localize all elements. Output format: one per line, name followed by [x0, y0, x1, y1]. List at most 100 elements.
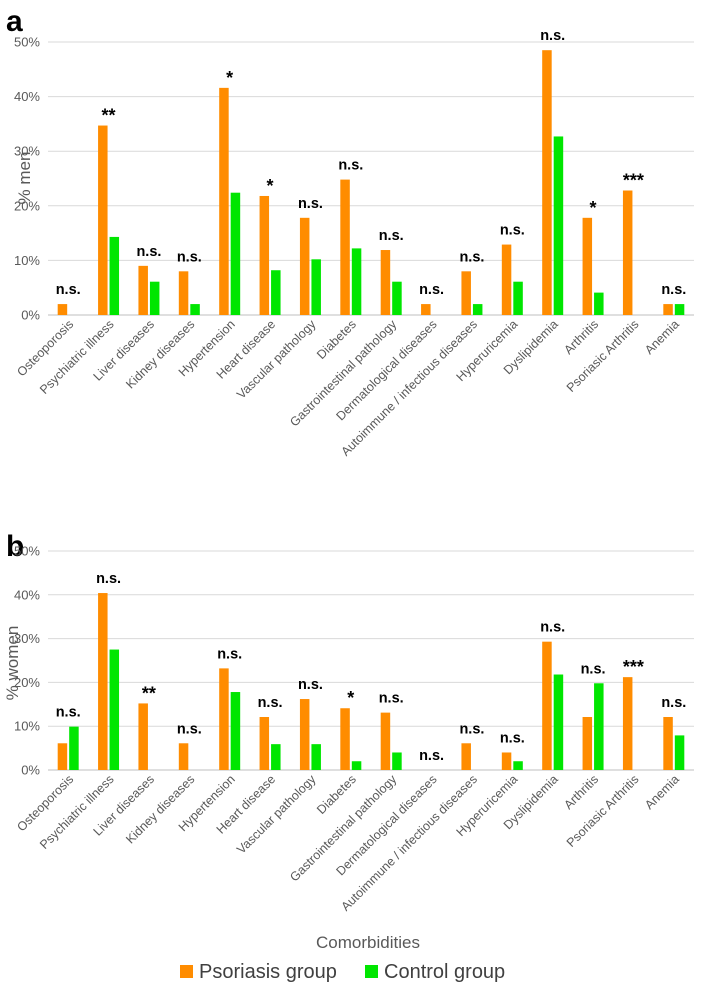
x-tick-label: Anemia [642, 317, 682, 357]
significance-label: *** [623, 171, 644, 191]
bar-control [392, 752, 402, 770]
significance-label: n.s. [500, 223, 525, 239]
bar-psoriasis [542, 641, 552, 770]
y-tick-label: 0% [21, 308, 40, 323]
bar-psoriasis [178, 271, 189, 315]
significance-label: n.s. [459, 249, 484, 265]
significance-label: ** [102, 106, 116, 126]
bar-control [69, 726, 79, 770]
bar-psoriasis [340, 708, 350, 770]
x-tick-label: Vascular pathology [234, 772, 319, 857]
chart-panel-women: 0%10%20%30%40%50%n.s.Osteoporosisn.s.Psy… [14, 544, 694, 914]
y-tick-label: 30% [14, 144, 40, 159]
bar-psoriasis [299, 699, 310, 770]
legend-label-psoriasis: Psoriasis group [199, 961, 337, 983]
y-tick-label: 10% [14, 253, 40, 268]
panel-label: a [6, 5, 23, 38]
x-tick-label: Psychiatric illness [37, 317, 117, 397]
bar-control [553, 674, 564, 770]
bar-control [553, 136, 564, 315]
significance-label: n.s. [500, 730, 525, 746]
bar-psoriasis [421, 304, 431, 315]
legend-swatch-control [365, 965, 378, 978]
bar-psoriasis [98, 593, 108, 770]
x-tick-label: Kidney diseases [123, 772, 197, 846]
y-tick-label: 10% [14, 719, 40, 734]
significance-label: n.s. [379, 228, 404, 244]
significance-label: ** [142, 683, 156, 703]
bar-psoriasis [582, 217, 593, 315]
significance-label: n.s. [298, 677, 323, 693]
bar-psoriasis [501, 752, 512, 770]
bar-control [311, 744, 321, 770]
legend: Psoriasis group Control group [180, 961, 505, 983]
bar-psoriasis [259, 195, 270, 315]
bar-control [230, 192, 241, 315]
significance-label: n.s. [419, 748, 444, 764]
y-tick-label: 20% [14, 675, 40, 690]
bar-control [109, 236, 120, 315]
chart-panel-men: 0%10%20%30%40%50%n.s.Osteoporosis**Psych… [14, 28, 694, 459]
y-tick-label: 40% [14, 89, 40, 104]
significance-label: * [347, 688, 354, 708]
bar-psoriasis [663, 717, 673, 770]
significance-label: n.s. [379, 691, 404, 707]
significance-label: n.s. [177, 721, 202, 737]
bar-control [311, 259, 321, 315]
y-tick-label: 50% [14, 544, 40, 559]
x-tick-label: Psoriasic Arthritis [564, 317, 642, 395]
significance-label: n.s. [56, 705, 81, 721]
panel-label: b [6, 530, 24, 563]
legend-swatch-psoriasis [180, 965, 193, 978]
bar-control [513, 761, 523, 770]
bar-control [271, 270, 281, 315]
significance-label: n.s. [338, 158, 363, 174]
bar-control [351, 248, 362, 315]
significance-label: n.s. [258, 695, 283, 711]
significance-label: n.s. [96, 571, 121, 587]
x-axis-label: Comorbidities [316, 933, 420, 952]
significance-label: n.s. [177, 249, 202, 265]
bar-psoriasis [380, 250, 391, 315]
bar-psoriasis [299, 217, 310, 315]
x-tick-label: Arthritis [561, 772, 601, 812]
bar-control [271, 744, 281, 770]
bar-psoriasis [98, 125, 108, 316]
bar-psoriasis [622, 677, 633, 770]
significance-label: n.s. [136, 244, 161, 260]
y-tick-label: 40% [14, 587, 40, 602]
bar-control [472, 304, 483, 315]
y-axis-label: % women [3, 626, 22, 701]
x-tick-label: Psoriasic Arthritis [564, 772, 642, 850]
bar-control [674, 735, 685, 770]
bar-psoriasis [461, 271, 471, 315]
y-tick-label: 0% [21, 763, 40, 778]
significance-label: n.s. [581, 661, 606, 677]
bar-control [513, 281, 523, 315]
significance-label: n.s. [540, 28, 565, 44]
significance-label: *** [623, 657, 644, 677]
legend-label-control: Control group [384, 961, 505, 983]
y-tick-label: 20% [14, 198, 40, 213]
bar-psoriasis [219, 668, 229, 770]
significance-label: n.s. [661, 282, 686, 298]
y-axis-label: % men [15, 152, 34, 205]
significance-label: n.s. [661, 695, 686, 711]
y-tick-label: 50% [14, 35, 40, 50]
significance-label: n.s. [540, 620, 565, 636]
bar-psoriasis [582, 717, 593, 770]
bar-psoriasis [542, 50, 552, 315]
significance-label: n.s. [56, 282, 81, 298]
bar-psoriasis [219, 87, 229, 315]
bar-psoriasis [663, 304, 673, 315]
bar-psoriasis [178, 743, 189, 770]
bar-psoriasis [259, 717, 270, 770]
significance-label: * [590, 198, 597, 218]
x-tick-label: Vascular pathology [234, 317, 319, 402]
significance-label: * [226, 68, 233, 88]
x-tick-label: Arthritis [561, 317, 601, 357]
bar-control [594, 683, 604, 770]
bar-psoriasis [380, 712, 391, 770]
significance-label: n.s. [419, 282, 444, 298]
bar-psoriasis [138, 703, 148, 770]
